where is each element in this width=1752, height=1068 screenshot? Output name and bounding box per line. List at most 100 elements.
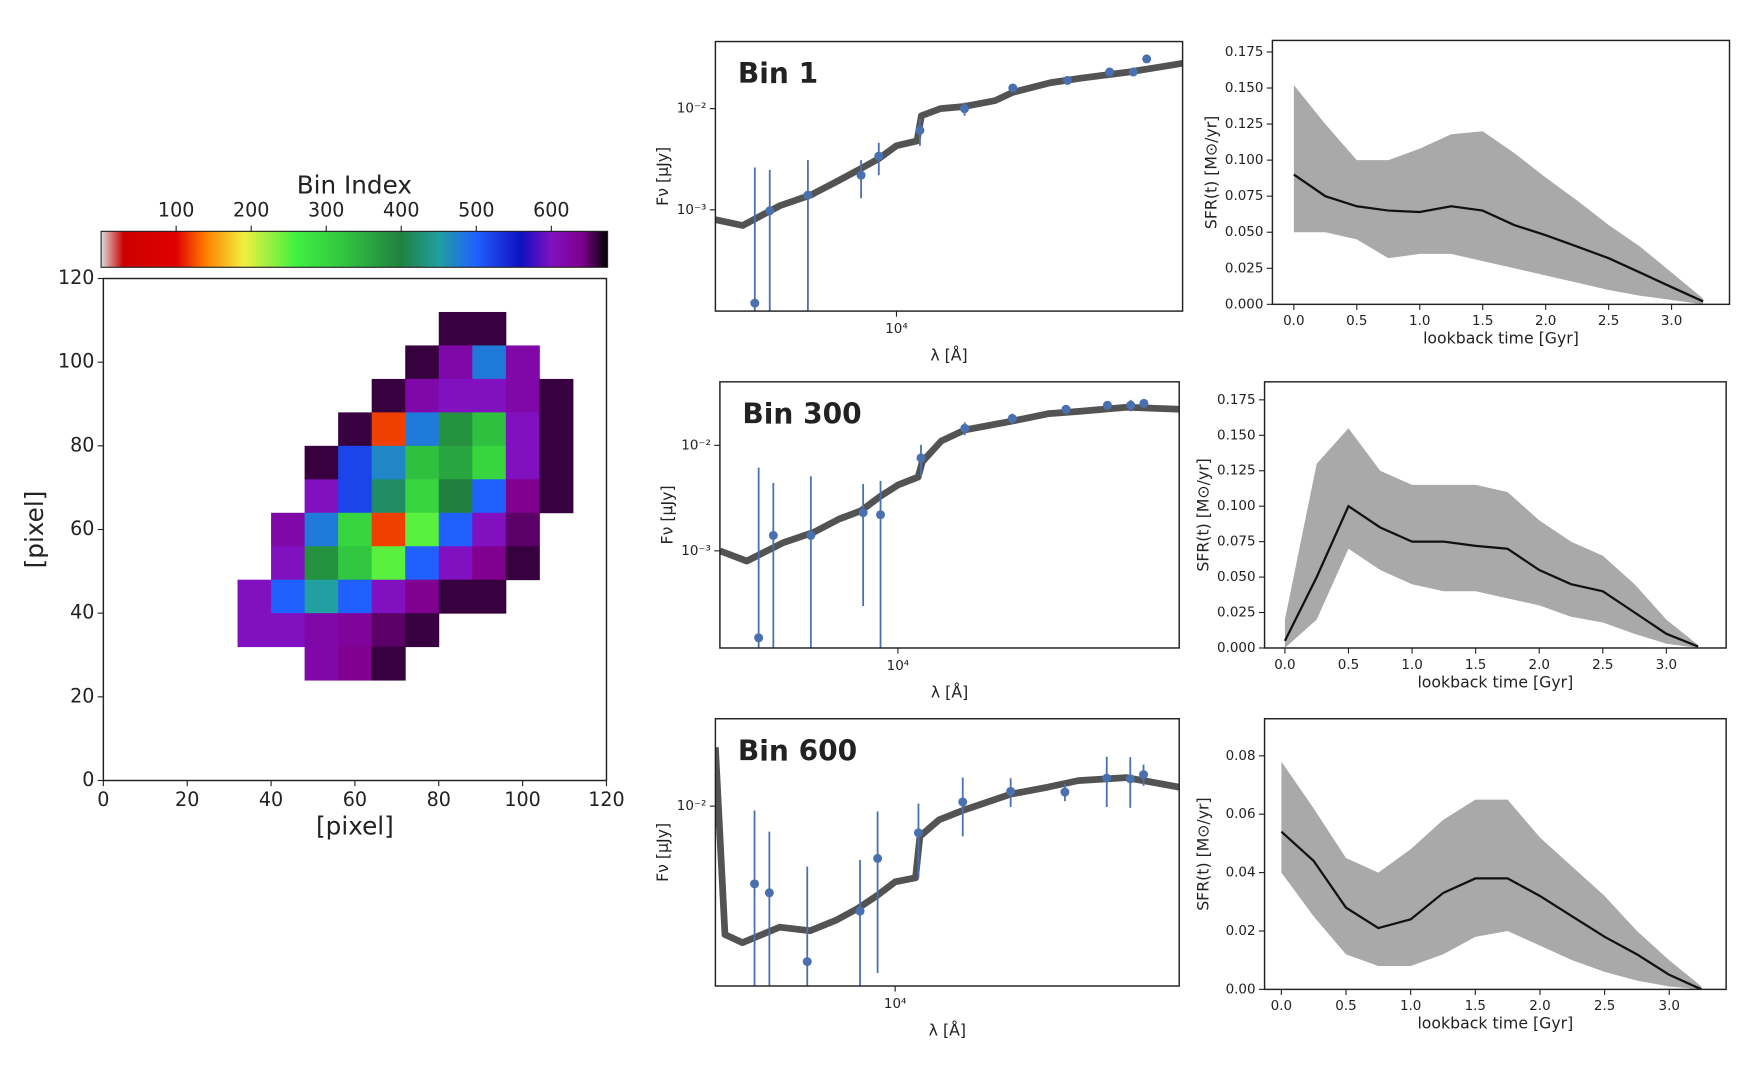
heatmap-cell: [271, 546, 306, 581]
x-tick-label: 1.0: [1401, 657, 1422, 673]
photometry-point: [764, 888, 774, 898]
heatmap-cell: [405, 412, 440, 447]
y-axis-label: SFR(t) [M⊙/yr]: [1201, 116, 1220, 229]
heatmap-cell: [338, 546, 373, 581]
x-tick-label: 10⁴: [884, 996, 907, 1012]
x-tick-label: 1.0: [1400, 998, 1421, 1014]
x-tick-label: 100: [504, 788, 540, 811]
y-tick-label: 0.075: [1217, 534, 1256, 550]
photometry-point: [913, 828, 923, 838]
heatmap-cell: [472, 378, 507, 413]
colorbar-tick-label: 200: [233, 199, 269, 222]
colorbar-tick-label: 100: [158, 199, 194, 222]
colorbar-tick-label: 500: [458, 199, 494, 222]
photometry-point: [1062, 75, 1072, 85]
x-tick-label: 2.0: [1529, 998, 1550, 1014]
y-axis-label: Fν [μJy]: [653, 147, 672, 206]
x-axis-label: λ [Å]: [929, 1020, 966, 1039]
photometry-point: [768, 530, 778, 540]
photometry-point: [1139, 398, 1149, 408]
y-tick-label: 0.100: [1225, 152, 1264, 168]
x-tick-label: 0.5: [1346, 313, 1367, 329]
panel-label: Bin 1: [738, 57, 818, 90]
y-tick-label: 0.125: [1217, 463, 1256, 479]
x-tick-label: 3.0: [1656, 657, 1677, 673]
x-axis-label: lookback time [Gyr]: [1417, 1014, 1573, 1033]
photometry-point: [876, 510, 886, 520]
photometry-point: [855, 906, 865, 916]
y-tick-label: 120: [58, 266, 94, 289]
heatmap-cell: [338, 479, 373, 514]
x-tick-label: 120: [588, 788, 624, 811]
photometry-point: [803, 190, 813, 200]
y-tick-label: 10⁻³: [677, 202, 707, 218]
plot-frame: [1263, 718, 1727, 991]
y-tick-label: 0.06: [1226, 806, 1256, 822]
x-tick-label: 0.0: [1283, 313, 1304, 329]
photometry-point: [960, 423, 970, 433]
heatmap-cell: [405, 345, 440, 380]
heatmap-cell: [304, 479, 339, 514]
heatmap-cell: [539, 412, 574, 447]
x-tick-label: 80: [427, 788, 451, 811]
x-tick-label: 60: [343, 788, 367, 811]
plot-frame: [1263, 381, 1727, 649]
y-tick-label: 0.025: [1225, 260, 1264, 276]
y-tick-label: 0: [82, 768, 94, 791]
photometry-point: [1102, 400, 1112, 410]
y-tick-label: 0.050: [1225, 224, 1264, 240]
heatmap-cell: [405, 512, 440, 547]
photometry-point: [916, 453, 926, 463]
heatmap-cell: [371, 646, 406, 681]
median-sfh: [1293, 173, 1704, 303]
heatmap-cell: [472, 445, 507, 480]
heatmap-cell: [438, 546, 473, 581]
plot-area: [1280, 761, 1703, 990]
photometry-point: [1126, 400, 1136, 410]
heatmap-cell: [539, 445, 574, 480]
y-tick-label: 20: [70, 684, 94, 707]
heatmap-cell: [338, 613, 373, 648]
heatmap-cell: [472, 479, 507, 514]
plot-area: [1293, 85, 1704, 305]
heatmap-cell: [371, 579, 406, 614]
x-tick-label: 20: [175, 788, 199, 811]
heatmap-cell: [371, 546, 406, 581]
heatmap-cell: [271, 613, 306, 648]
x-tick-label: 1.5: [1472, 313, 1493, 329]
photometry-point: [1105, 67, 1115, 77]
y-axis-label: SFR(t) [M⊙/yr]: [1193, 458, 1212, 571]
heatmap-cell: [405, 479, 440, 514]
heatmap-cell: [304, 579, 339, 614]
heatmap-cell: [472, 579, 507, 614]
y-tick-label: 0.025: [1217, 605, 1256, 621]
y-tick-label: 60: [70, 517, 94, 540]
x-tick-label: 2.5: [1594, 998, 1615, 1014]
plot-frame: [714, 40, 1184, 312]
y-tick-label: 0.175: [1225, 44, 1264, 60]
x-tick-label: 3.0: [1661, 313, 1682, 329]
y-tick-label: 0.08: [1226, 748, 1256, 764]
y-tick-label: 10⁻²: [677, 101, 707, 117]
heatmap-cell: [237, 613, 272, 648]
colorbar-label: Bin Index: [297, 170, 412, 199]
heatmap-cell: [338, 412, 373, 447]
heatmap-cell: [304, 445, 339, 480]
heatmap-cell: [472, 311, 507, 346]
photometry-point: [1006, 786, 1016, 796]
photometry-point: [958, 797, 968, 807]
photometry-point: [873, 853, 883, 863]
heatmap-cell: [472, 512, 507, 547]
heatmap-cell: [405, 613, 440, 648]
heatmap-cell: [505, 512, 540, 547]
plot-area: [715, 747, 1180, 987]
y-axis-label: SFR(t) [M⊙/yr]: [1193, 797, 1212, 910]
plot-area: [1283, 428, 1699, 648]
colorbar-tick-label: 300: [308, 199, 344, 222]
heatmap-cell: [338, 646, 373, 681]
heatmap-cell: [371, 479, 406, 514]
photometry-point: [856, 170, 866, 180]
y-axis-label: [pixel]: [20, 491, 49, 569]
